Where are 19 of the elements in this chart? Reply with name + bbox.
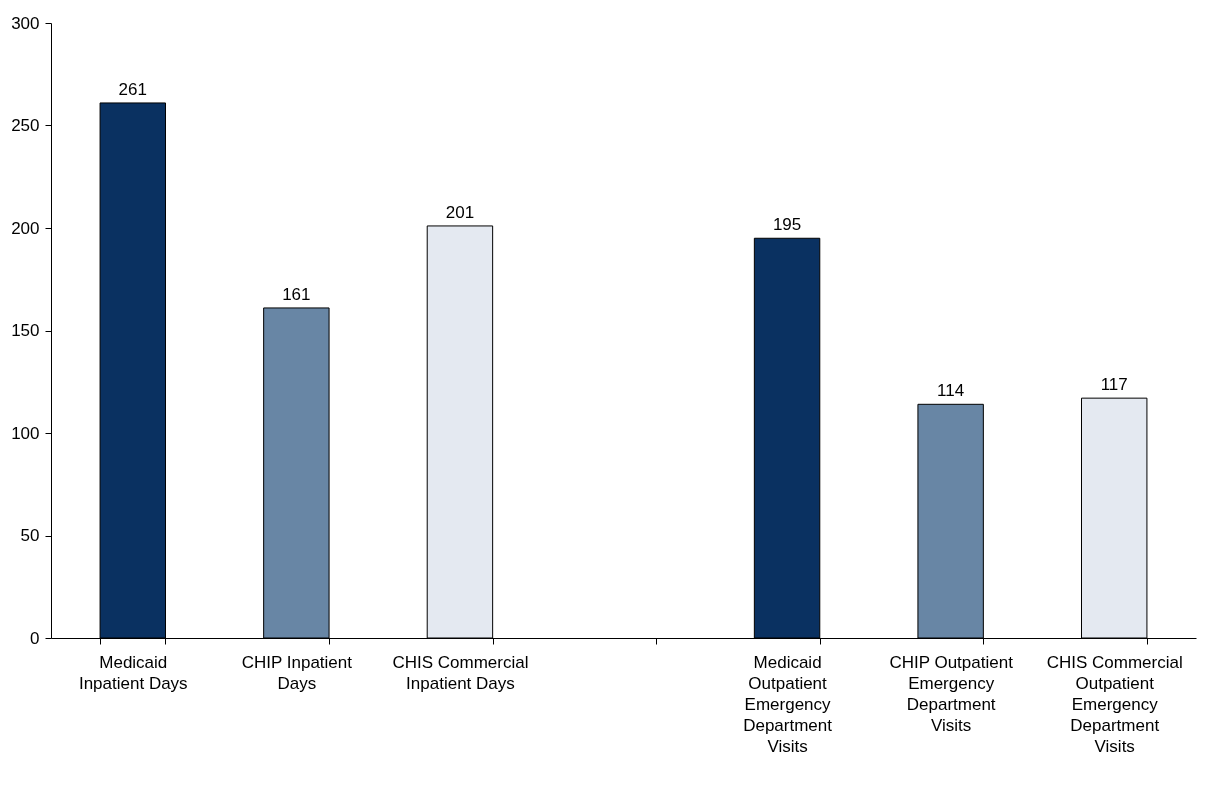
x-tick-label: Medicaid Outpatient Emergency Department Visits (743, 652, 833, 756)
x-tick-label: CHIP Inpatient Days (241, 652, 353, 693)
x-tick-label: CHIS Commercial Outpatient Emergency Department Visits (1046, 652, 1183, 756)
data-label: 114 (937, 381, 965, 401)
data-label: 195 (772, 215, 802, 235)
y-tick-label: 200 (11, 218, 40, 238)
x-tick-label: CHIS Commercial Inpatient Days (392, 652, 529, 693)
x-tick-label: CHIP Outpatient Emergency Department Visits (889, 652, 1014, 735)
data-label: 117 (1100, 375, 1128, 395)
data-label: 261 (118, 79, 147, 99)
x-tick-label: Medicaid Inpatient Days (78, 652, 188, 693)
data-label: 201 (445, 202, 475, 222)
y-tick-label: 50 (20, 526, 40, 545)
y-tick-label: 250 (11, 116, 40, 135)
y-tick-label: 0 (30, 628, 40, 648)
y-tick-label: 150 (11, 321, 40, 340)
data-label: 161 (282, 284, 311, 304)
y-tick-label: 300 (11, 13, 40, 33)
y-tick-label: 100 (11, 423, 40, 443)
